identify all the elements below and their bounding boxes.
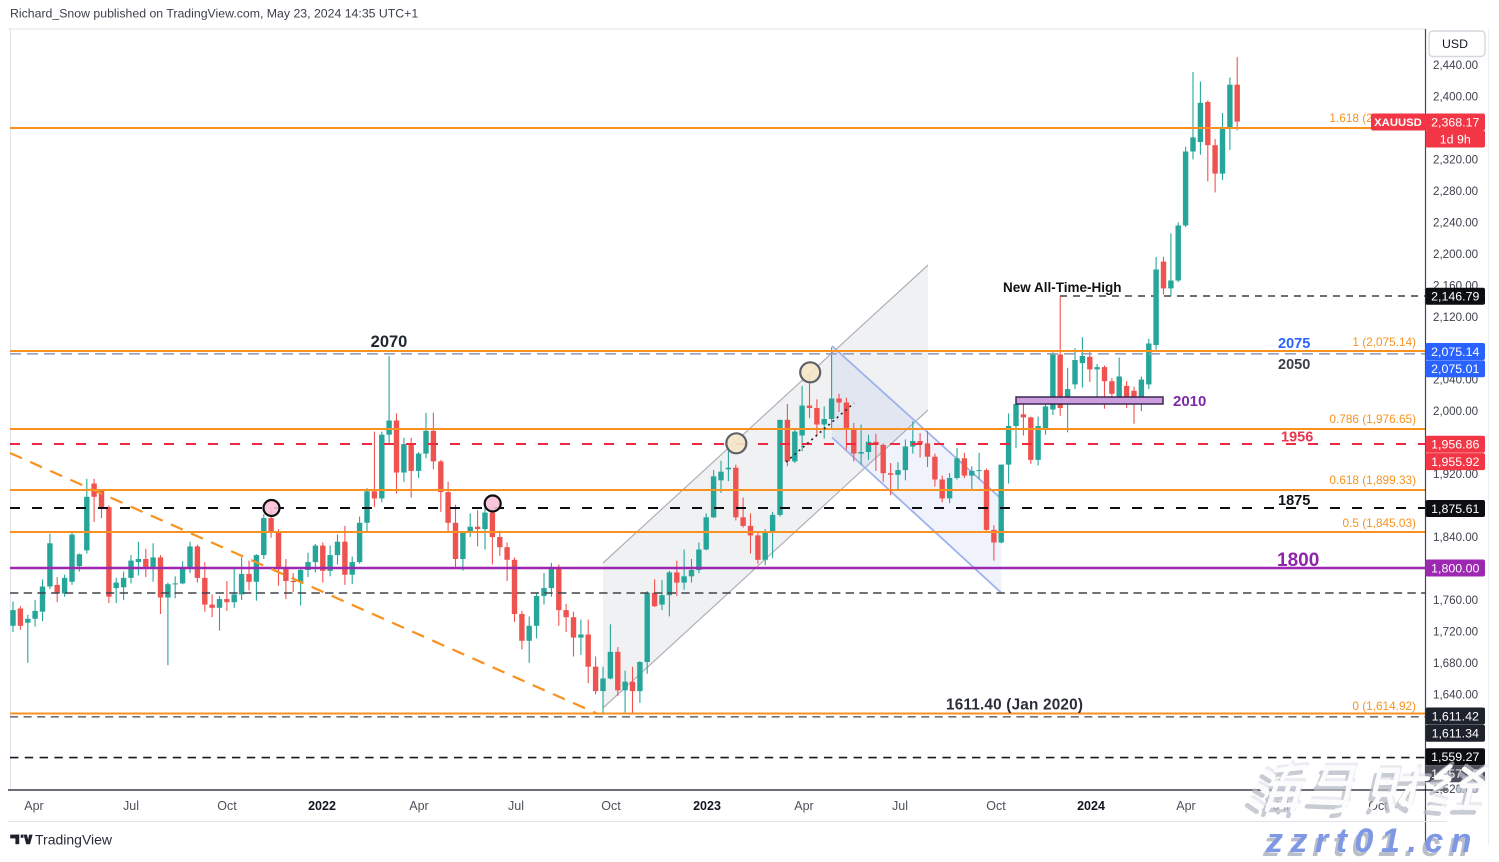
svg-text:Apr: Apr — [409, 799, 428, 813]
svg-text:2,320.00: 2,320.00 — [1433, 154, 1478, 167]
svg-text:2023: 2023 — [693, 799, 721, 813]
svg-text:1,720.00: 1,720.00 — [1433, 626, 1478, 639]
svg-text:Apr: Apr — [794, 799, 813, 813]
svg-text:1611.40 (Jan 2020): 1611.40 (Jan 2020) — [946, 697, 1083, 714]
svg-text:0.618 (1,899.33): 0.618 (1,899.33) — [1329, 473, 1416, 487]
svg-text:1,875.61: 1,875.61 — [1431, 502, 1479, 516]
svg-text:2070: 2070 — [371, 333, 408, 351]
svg-text:2050: 2050 — [1278, 357, 1310, 373]
svg-text:Oct: Oct — [217, 799, 237, 813]
svg-text:Richard_Snow published on Trad: Richard_Snow published on TradingView.co… — [10, 7, 418, 21]
svg-text:zzrt01.cn: zzrt01.cn — [1262, 826, 1476, 857]
svg-text:1,760.00: 1,760.00 — [1433, 594, 1478, 607]
svg-text:1,559.27: 1,559.27 — [1431, 750, 1479, 764]
svg-text:Apr: Apr — [24, 799, 43, 813]
svg-text:1,955.92: 1,955.92 — [1431, 455, 1479, 469]
svg-text:Jul: Jul — [892, 799, 908, 813]
svg-text:2022: 2022 — [308, 799, 336, 813]
svg-text:2,075.14: 2,075.14 — [1431, 345, 1479, 359]
svg-text:Jul: Jul — [508, 799, 524, 813]
svg-text:2,075.01: 2,075.01 — [1431, 362, 1479, 376]
svg-text:2,120.00: 2,120.00 — [1433, 311, 1478, 324]
svg-text:1,956.86: 1,956.86 — [1431, 438, 1479, 452]
svg-text:1,611.34: 1,611.34 — [1432, 727, 1479, 741]
svg-text:1,680.00: 1,680.00 — [1433, 657, 1478, 670]
svg-text:2,000.00: 2,000.00 — [1433, 405, 1478, 418]
svg-text:1,611.42: 1,611.42 — [1432, 709, 1479, 723]
svg-text:1d 9h: 1d 9h — [1440, 132, 1471, 146]
svg-text:2,146.79: 2,146.79 — [1431, 290, 1479, 304]
svg-text:2,240.00: 2,240.00 — [1433, 216, 1478, 229]
svg-text:2,368.17: 2,368.17 — [1431, 115, 1479, 129]
svg-text:2,400.00: 2,400.00 — [1433, 91, 1478, 104]
svg-text:2,280.00: 2,280.00 — [1433, 185, 1478, 198]
svg-text:TradingView: TradingView — [35, 831, 113, 847]
svg-text:2,200.00: 2,200.00 — [1433, 248, 1478, 261]
svg-text:USD: USD — [1442, 37, 1468, 51]
svg-text:0.786 (1,976.65): 0.786 (1,976.65) — [1329, 412, 1416, 426]
svg-text:1,920.00: 1,920.00 — [1433, 468, 1478, 481]
svg-text:1875: 1875 — [1278, 493, 1310, 509]
svg-text:2,440.00: 2,440.00 — [1433, 59, 1478, 72]
svg-text:2075: 2075 — [1278, 336, 1310, 352]
svg-text:1,800.00: 1,800.00 — [1431, 561, 1479, 575]
svg-text:1956: 1956 — [1281, 430, 1313, 446]
svg-text:Apr: Apr — [1176, 799, 1195, 813]
svg-text:0 (1,614.92): 0 (1,614.92) — [1352, 699, 1416, 713]
svg-text:zzrt01.cn: zzrt01.cn — [1265, 822, 1479, 857]
svg-text:New All-Time-High: New All-Time-High — [1003, 280, 1122, 295]
svg-text:1 (2,075.14): 1 (2,075.14) — [1352, 335, 1416, 349]
svg-text:Oct: Oct — [601, 799, 621, 813]
svg-text:2010: 2010 — [1173, 393, 1206, 410]
svg-text:1800: 1800 — [1277, 550, 1319, 571]
svg-text:XAUUSD: XAUUSD — [1374, 117, 1422, 129]
svg-text:1,840.00: 1,840.00 — [1433, 531, 1478, 544]
svg-text:Jul: Jul — [123, 799, 139, 813]
svg-text:0.5 (1,845.03): 0.5 (1,845.03) — [1343, 516, 1417, 530]
svg-text:Oct: Oct — [986, 799, 1006, 813]
svg-text:1,640.00: 1,640.00 — [1433, 688, 1478, 701]
svg-text:2024: 2024 — [1077, 799, 1105, 813]
